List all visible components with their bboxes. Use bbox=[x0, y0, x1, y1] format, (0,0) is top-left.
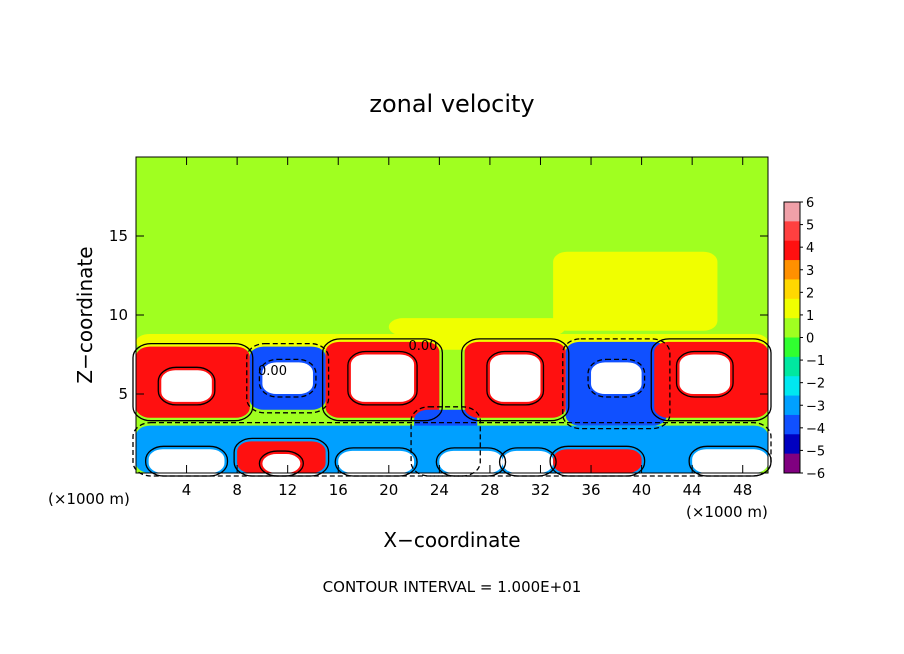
colorbar-swatch bbox=[784, 240, 800, 261]
chart-title: zonal velocity bbox=[369, 90, 534, 118]
contour-line bbox=[435, 447, 507, 477]
colorbar-swatch bbox=[784, 279, 800, 300]
heatmap-cell bbox=[161, 370, 212, 402]
x-tick-label: 24 bbox=[430, 481, 449, 499]
colorbar-label: 5 bbox=[806, 219, 814, 234]
contour-line bbox=[650, 338, 772, 422]
contour-line bbox=[486, 350, 545, 406]
y-axis-label: Z−coordinate bbox=[73, 246, 97, 383]
contour-line bbox=[410, 406, 481, 477]
heatmap-cell bbox=[388, 318, 566, 336]
x-axis-ticks: 4 8 12 16 20 24 28 32 36 40 44 48 bbox=[182, 157, 752, 499]
colorbar-label: −5 bbox=[806, 444, 825, 459]
colorbar-swatch bbox=[784, 318, 800, 338]
colorbar-label: −6 bbox=[806, 467, 825, 482]
colorbar-label: 0 bbox=[806, 332, 814, 347]
colorbar: 6 5 4 3 2 1 0 −1 −2 −3 −4 −5 −6 bbox=[783, 196, 825, 482]
colorbar-label: −1 bbox=[806, 354, 825, 369]
x-tick-label: 28 bbox=[480, 481, 499, 499]
contour-line bbox=[549, 445, 646, 477]
y-tick-label: 10 bbox=[109, 306, 128, 324]
x-unit-right: (×1000 m) bbox=[686, 503, 768, 521]
contour-line bbox=[258, 358, 317, 398]
contour-label: 0.00 bbox=[258, 364, 287, 379]
contour-labels: 0.00 0.00 bbox=[258, 339, 437, 379]
heatmap-cell bbox=[489, 354, 541, 402]
contour-line bbox=[675, 350, 734, 398]
x-tick-label: 4 bbox=[182, 481, 192, 499]
heatmap-cell bbox=[502, 450, 554, 473]
colorbar-label: 4 bbox=[806, 241, 814, 256]
heatmap-field bbox=[136, 157, 768, 473]
contour-line bbox=[460, 338, 570, 422]
contour-line bbox=[498, 447, 557, 477]
x-tick-label: 36 bbox=[581, 481, 600, 499]
heatmap-cell bbox=[338, 450, 415, 473]
colorbar-swatch bbox=[784, 337, 800, 358]
colorbar-label: −2 bbox=[806, 377, 825, 392]
contour-interval-footer: CONTOUR INTERVAL = 1.000E+01 bbox=[323, 578, 582, 596]
heatmap-cell bbox=[262, 362, 313, 394]
heatmap-cell bbox=[148, 449, 225, 473]
x-tick-label: 44 bbox=[683, 481, 702, 499]
heatmap-cell bbox=[591, 362, 642, 394]
contour-label: 0.00 bbox=[408, 339, 437, 354]
heatmap-cell bbox=[553, 251, 718, 331]
colorbar-label: 2 bbox=[806, 286, 814, 301]
colorbar-label: −4 bbox=[806, 422, 825, 437]
colorbar-swatch bbox=[784, 453, 800, 474]
contour-line bbox=[157, 366, 216, 406]
colorbar-label: 1 bbox=[806, 309, 814, 324]
colorbar-label: 6 bbox=[806, 196, 814, 211]
contour-line bbox=[246, 342, 330, 414]
contour-lines bbox=[132, 338, 772, 477]
contour-line bbox=[347, 350, 418, 406]
colorbar-swatch bbox=[784, 376, 800, 396]
colorbar-swatch bbox=[784, 221, 800, 242]
y-axis-ticks: 5 10 15 bbox=[109, 227, 768, 403]
x-tick-label: 40 bbox=[632, 481, 651, 499]
contour-line bbox=[321, 338, 444, 422]
x-tick-label: 8 bbox=[232, 481, 242, 499]
heatmap-cell bbox=[692, 449, 768, 473]
colorbar-swatch bbox=[784, 395, 800, 416]
contour-line bbox=[132, 342, 254, 422]
colorbar-swatch bbox=[784, 260, 800, 280]
x-tick-label: 32 bbox=[531, 481, 550, 499]
heatmap-cell bbox=[679, 354, 731, 394]
y-tick-label: 5 bbox=[118, 385, 128, 403]
contour-line bbox=[562, 338, 671, 430]
x-tick-label: 16 bbox=[329, 481, 348, 499]
contour-line bbox=[587, 358, 646, 398]
colorbar-swatch bbox=[784, 356, 800, 377]
heatmap-cell bbox=[262, 454, 301, 473]
heatmap-cell bbox=[350, 354, 415, 402]
colorbar-label: 3 bbox=[806, 264, 814, 279]
contour-line bbox=[334, 447, 418, 477]
colorbar-swatch bbox=[784, 298, 800, 319]
x-tick-label: 48 bbox=[733, 481, 752, 499]
heatmap-cell bbox=[553, 449, 642, 473]
y-tick-label: 15 bbox=[109, 227, 128, 245]
contour-line bbox=[144, 445, 229, 477]
x-tick-label: 12 bbox=[278, 481, 297, 499]
x-unit-left: (×1000 m) bbox=[48, 490, 130, 508]
colorbar-swatch bbox=[784, 434, 800, 455]
heatmap-cell bbox=[439, 450, 503, 473]
colorbar-swatch bbox=[784, 414, 800, 435]
x-axis-label: X−coordinate bbox=[383, 528, 520, 552]
x-tick-label: 20 bbox=[379, 481, 398, 499]
contour-line bbox=[258, 450, 304, 477]
contour-line bbox=[688, 445, 772, 477]
colorbar-label: −3 bbox=[806, 399, 825, 414]
colorbar-swatch bbox=[784, 202, 800, 222]
